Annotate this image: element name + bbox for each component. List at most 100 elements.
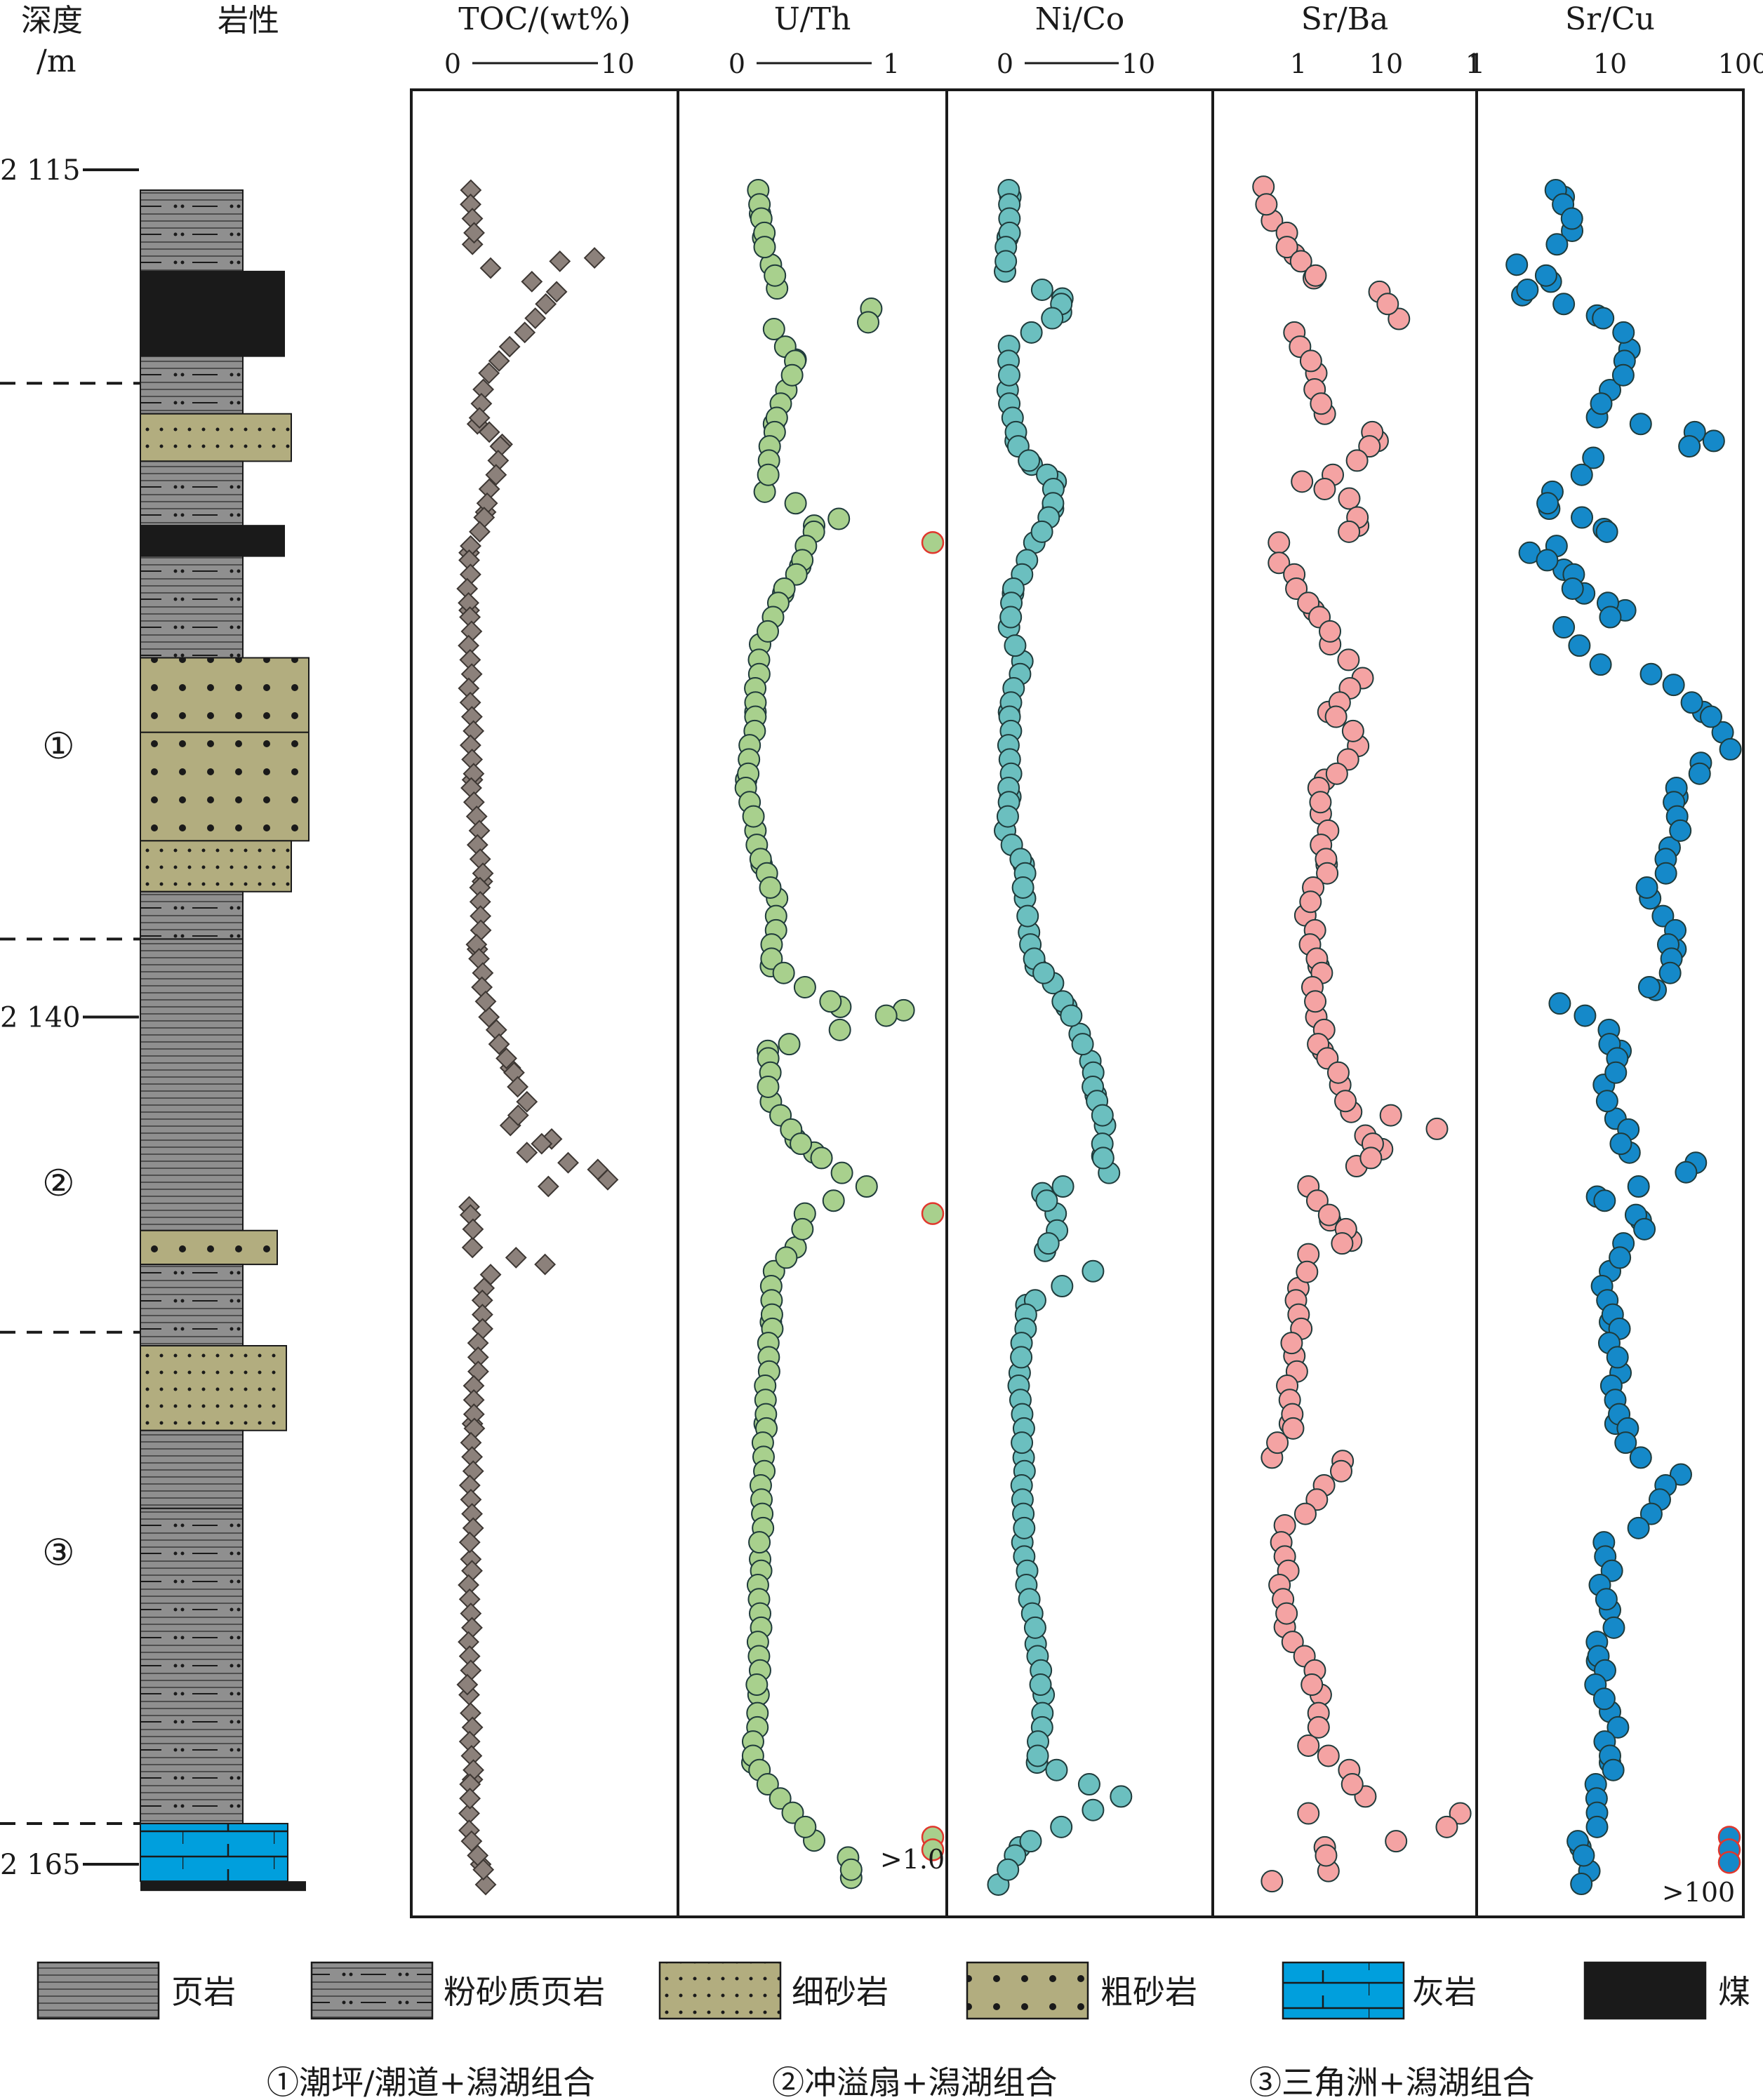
litho-bed-silty_shale [140, 1264, 244, 1347]
data-point-srcu [1590, 392, 1613, 415]
data-point-srba [1289, 250, 1312, 273]
data-point-uth [784, 492, 807, 515]
scale-tick-label: 1 [1465, 48, 1482, 79]
data-point-srcu [1635, 876, 1658, 899]
depth-tick-label: 2 115 [0, 154, 81, 187]
data-point-nico [1032, 961, 1056, 984]
data-point-srba [1334, 1090, 1357, 1113]
data-point-uth [760, 947, 783, 970]
data-point-srcu [1595, 1588, 1618, 1611]
data-point-tocwt [537, 1175, 559, 1198]
data-point-uth [748, 1531, 771, 1554]
litho-bed-shale [140, 938, 244, 1231]
data-point-uth [769, 1787, 792, 1810]
data-point-tocwt [488, 349, 510, 372]
legend-label-coal: 煤 [1718, 1973, 1750, 2011]
data-point-srba [1293, 1502, 1317, 1525]
litho-bed-silty_shale [140, 189, 244, 272]
outlier-note: >100 [1662, 1877, 1735, 1908]
data-point-uth [819, 990, 842, 1013]
data-point-srba [1268, 531, 1291, 554]
data-point-uth [757, 463, 780, 486]
data-point-srcu [1719, 737, 1742, 761]
data-point-srba [1425, 1117, 1449, 1140]
data-point-srcu [1629, 1446, 1652, 1469]
data-point-uth [790, 1132, 813, 1156]
data-point-srba [1255, 193, 1278, 216]
track-srcu: Sr/Cu 1 10 100 >100 [1468, 1, 1763, 1918]
data-point-srcu [1614, 1431, 1637, 1454]
data-point-tocwt [468, 407, 491, 429]
lithology-header: 岩性 [218, 3, 279, 39]
data-point-nico [1030, 520, 1053, 543]
data-point-tocwt [478, 362, 500, 384]
track-header: Sr/Cu [1565, 1, 1655, 37]
facies-legend-1: ①潮坪/潮道+潟湖组合 [267, 2064, 595, 2100]
data-point-srba [1329, 1459, 1352, 1483]
data-point-srba [1449, 1802, 1472, 1825]
data-point-srba [1345, 449, 1369, 472]
data-point-srba [1324, 705, 1348, 728]
track-header: Sr/Ba [1301, 1, 1389, 37]
data-point-tocwt [498, 335, 521, 358]
data-point-uth [756, 1773, 779, 1796]
data-point-srcu [1574, 1004, 1597, 1027]
data-point-srcu [1570, 1873, 1593, 1896]
facies-legend-3: ③三角洲+潟湖组合 [1249, 2064, 1535, 2100]
data-point-srcu [1585, 1815, 1609, 1838]
legend-swatch-limestone [1282, 1961, 1405, 2020]
legend-label-limestone: 灰岩 [1412, 1973, 1477, 2011]
data-point-nico [1091, 1146, 1115, 1170]
data-point-nico [1110, 1785, 1133, 1808]
data-point-srcu [1570, 463, 1593, 486]
data-point-tocwt [474, 1873, 497, 1896]
data-point-tocwt [478, 421, 500, 443]
data-point-srcu [1602, 1616, 1625, 1639]
data-point-srcu [1639, 662, 1663, 685]
track-frame [1475, 88, 1745, 1918]
data-point-srba [1297, 1734, 1320, 1757]
data-point-srcu [1612, 321, 1635, 344]
data-point-nico [1035, 1189, 1058, 1212]
data-point-srba [1275, 1602, 1298, 1625]
data-point-srcu [1600, 1559, 1623, 1582]
data-point-nico [1023, 1616, 1046, 1639]
data-point-uth [781, 1801, 804, 1824]
data-point-nico [1051, 1275, 1074, 1298]
data-point-srba [1340, 1773, 1364, 1796]
data-point-srba [1326, 1061, 1350, 1084]
data-point-tocwt [459, 1787, 481, 1810]
data-point-srcu [1536, 492, 1559, 515]
data-point-srcu [1560, 207, 1583, 230]
data-point-srba [1299, 349, 1322, 373]
data-point-srba [1297, 1802, 1320, 1825]
data-point-nico [997, 1858, 1020, 1881]
data-point-tocwt [557, 1151, 579, 1174]
data-point-nico [1029, 1673, 1052, 1697]
data-point-srcu [1662, 674, 1685, 697]
track-frame [410, 88, 679, 1918]
data-point-srcu [1609, 1246, 1632, 1269]
data-point-srcu [1627, 1516, 1650, 1539]
data-point-srba [1331, 1232, 1354, 1255]
outlier-note: >1.0 [880, 1844, 945, 1875]
data-point-srba [1304, 264, 1327, 287]
litho-bed-silty_shale [140, 555, 244, 659]
data-point-srcu [1639, 1502, 1663, 1525]
legend-label-coarse_sandstone: 粗砂岩 [1100, 1973, 1197, 2011]
data-point-nico [1060, 1004, 1083, 1027]
data-point-uth [822, 1189, 845, 1212]
data-point-tocwt [462, 1218, 484, 1240]
data-point-uth [757, 620, 779, 643]
legend-label-fine_sandstone: 细砂岩 [792, 1973, 889, 2011]
data-point-uth [778, 1033, 801, 1056]
data-point-srcu [1669, 819, 1692, 842]
data-point-srba [1313, 477, 1336, 500]
data-point-uth [921, 1202, 945, 1225]
data-point-srcu [1571, 506, 1594, 529]
data-point-srcu [1568, 634, 1591, 657]
data-point-nico [1019, 1830, 1042, 1853]
data-point-srcu [1609, 1132, 1632, 1156]
data-point-srcu [1545, 233, 1569, 256]
track-srba: Sr/Ba 1 10 1 [1211, 1, 1482, 1918]
